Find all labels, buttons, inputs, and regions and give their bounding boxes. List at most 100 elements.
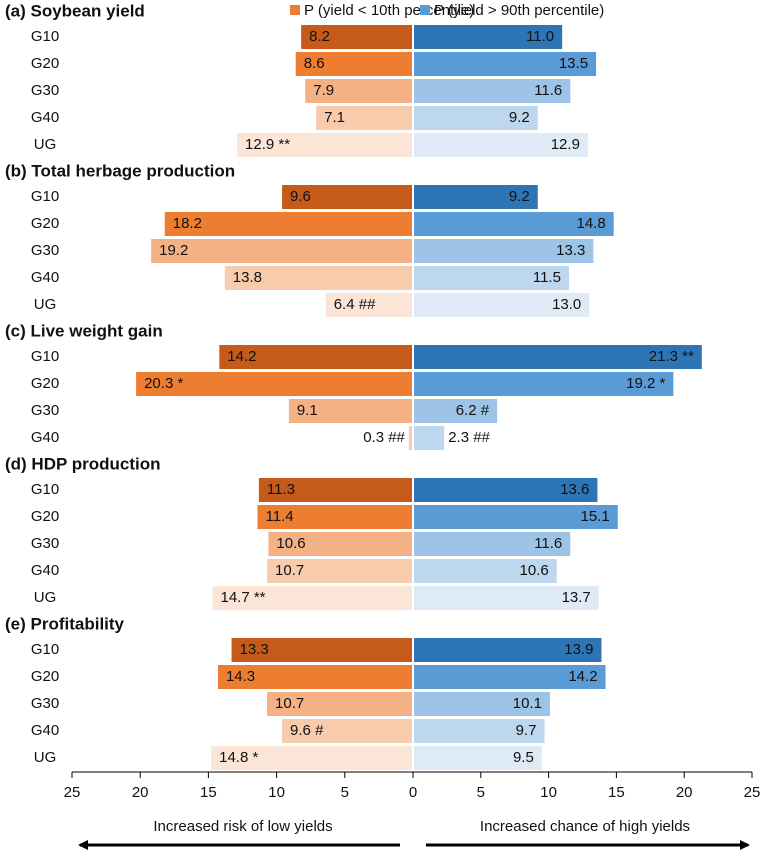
left-bar bbox=[231, 638, 412, 662]
left-value-label: 10.7 bbox=[275, 695, 304, 712]
right-bar bbox=[414, 25, 563, 49]
right-value-label: 15.1 bbox=[581, 508, 610, 525]
left-bar bbox=[301, 25, 412, 49]
right-bar bbox=[414, 692, 550, 716]
right-bar bbox=[414, 293, 590, 317]
right-value-label: 10.1 bbox=[513, 695, 542, 712]
right-value-label: 11.6 bbox=[534, 82, 562, 99]
right-bar bbox=[414, 505, 618, 529]
panel-title: (d) HDP production bbox=[5, 454, 161, 473]
right-value-label: 13.7 bbox=[562, 589, 591, 606]
right-value-label: 11.5 bbox=[533, 269, 561, 286]
left-bar bbox=[408, 426, 412, 450]
left-value-label: 10.6 bbox=[276, 535, 305, 552]
category-label: UG bbox=[34, 749, 57, 766]
left-bar bbox=[258, 478, 412, 502]
category-label: G40 bbox=[31, 109, 59, 126]
right-bar bbox=[414, 638, 602, 662]
arrow-label: Increased chance of high yields bbox=[480, 818, 690, 835]
left-bar bbox=[219, 345, 412, 369]
left-bar bbox=[211, 746, 412, 770]
left-bar bbox=[136, 372, 412, 396]
legend-label: P (yield > 90th percentile) bbox=[434, 2, 604, 19]
category-label: G30 bbox=[31, 242, 59, 259]
right-value-label: 14.2 bbox=[568, 668, 597, 685]
left-bar bbox=[267, 559, 412, 583]
right-bar bbox=[414, 478, 598, 502]
category-label: G10 bbox=[31, 481, 59, 498]
left-bar bbox=[151, 239, 412, 263]
right-bar bbox=[414, 559, 557, 583]
category-label: G20 bbox=[31, 215, 59, 232]
right-value-label: 14.8 bbox=[576, 215, 605, 232]
right-value-label: 9.7 bbox=[516, 722, 537, 739]
right-bar bbox=[414, 79, 571, 103]
category-label: G40 bbox=[31, 722, 59, 739]
left-bar bbox=[325, 293, 412, 317]
category-label: G30 bbox=[31, 82, 59, 99]
left-value-label: 12.9 ** bbox=[245, 136, 290, 153]
left-value-label: 7.9 bbox=[313, 82, 334, 99]
category-label: G30 bbox=[31, 695, 59, 712]
right-value-label: 9.2 bbox=[509, 109, 530, 126]
right-value-label: 21.3 ** bbox=[649, 348, 694, 365]
left-value-label: 14.2 bbox=[227, 348, 256, 365]
right-bar bbox=[414, 212, 614, 236]
right-bar bbox=[414, 106, 538, 130]
x-tick-label: 20 bbox=[132, 784, 149, 801]
category-label: G10 bbox=[31, 348, 59, 365]
right-value-label: 6.2 # bbox=[456, 402, 490, 419]
left-bar bbox=[288, 399, 412, 423]
left-value-label: 9.6 # bbox=[290, 722, 324, 739]
legend-swatch bbox=[290, 5, 300, 15]
arrow-label: Increased risk of low yields bbox=[153, 818, 332, 835]
right-value-label: 13.6 bbox=[560, 481, 589, 498]
right-bar bbox=[414, 719, 545, 743]
category-label: G20 bbox=[31, 55, 59, 72]
right-bar bbox=[414, 133, 588, 157]
x-tick-label: 15 bbox=[608, 784, 625, 801]
x-tick-label: 20 bbox=[676, 784, 693, 801]
x-tick-label: 10 bbox=[268, 784, 285, 801]
left-value-label: 10.7 bbox=[275, 562, 304, 579]
right-value-label: 13.3 bbox=[556, 242, 585, 259]
right-bar bbox=[414, 665, 606, 689]
right-value-label: 13.0 bbox=[552, 296, 581, 313]
left-value-label: 9.1 bbox=[297, 402, 318, 419]
left-value-label: 8.6 bbox=[304, 55, 325, 72]
left-bar bbox=[237, 133, 412, 157]
left-value-label: 7.1 bbox=[324, 109, 345, 126]
category-label: G10 bbox=[31, 28, 59, 45]
right-value-label: 13.5 bbox=[559, 55, 588, 72]
category-label: G20 bbox=[31, 508, 59, 525]
left-value-label: 11.3 bbox=[267, 481, 295, 498]
category-label: UG bbox=[34, 136, 57, 153]
left-value-label: 11.4 bbox=[266, 508, 294, 525]
right-value-label: 19.2 * bbox=[626, 375, 665, 392]
panel-title: (c) Live weight gain bbox=[5, 321, 163, 340]
left-value-label: 13.3 bbox=[240, 641, 269, 658]
category-label: UG bbox=[34, 589, 57, 606]
right-value-label: 2.3 ## bbox=[448, 429, 490, 446]
category-label: G30 bbox=[31, 402, 59, 419]
left-bar bbox=[267, 692, 412, 716]
x-tick-label: 25 bbox=[64, 784, 81, 801]
left-value-label: 18.2 bbox=[173, 215, 202, 232]
left-value-label: 8.2 bbox=[309, 28, 330, 45]
legend-swatch bbox=[420, 5, 430, 15]
x-tick-label: 10 bbox=[540, 784, 557, 801]
right-bar bbox=[414, 746, 542, 770]
legend-label: P (yield < 10th percentile) bbox=[304, 2, 474, 19]
left-value-label: 0.3 ## bbox=[363, 429, 405, 446]
left-value-label: 19.2 bbox=[159, 242, 188, 259]
right-bar bbox=[414, 372, 674, 396]
left-bar bbox=[295, 52, 412, 76]
right-bar bbox=[414, 426, 445, 450]
left-bar bbox=[305, 79, 412, 103]
right-value-label: 9.5 bbox=[513, 749, 534, 766]
category-label: G10 bbox=[31, 188, 59, 205]
left-bar bbox=[282, 185, 412, 209]
category-label: G20 bbox=[31, 668, 59, 685]
right-bar bbox=[414, 399, 498, 423]
